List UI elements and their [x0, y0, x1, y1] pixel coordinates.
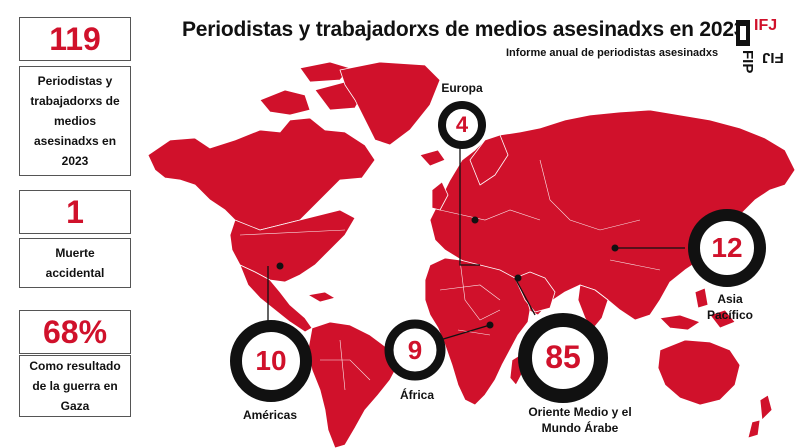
africa-value: 9 [407, 335, 423, 365]
south-america-shape [307, 321, 399, 448]
arabia-shape [514, 271, 556, 313]
oriente-medio-value: 85 [545, 339, 581, 375]
stat-gaza-value: 68% [19, 310, 131, 354]
stat-total-label: Periodistas y trabajadorxs de medios ase… [19, 66, 131, 176]
stat-gaza-label: Como resultado de la guerra en Gaza [19, 355, 131, 417]
africa-shape [424, 257, 531, 406]
asia-pacifico-label: Asia Pacífico [706, 292, 754, 322]
ifj-logo: IFJ FIP FIJ [732, 16, 790, 80]
stat-accidental-label: Muerte accidental [19, 238, 131, 288]
world-map [147, 61, 796, 448]
europa-value: 4 [455, 112, 469, 137]
page-subtitle: Informe anual de periodistas asesinadxs [506, 47, 719, 59]
oriente-medio-label: Oriente Medio y el Mundo Árabe [528, 405, 632, 435]
americas-label: Américas [242, 408, 298, 422]
north-america-shape [147, 117, 376, 241]
stat-total-value: 119 [19, 17, 131, 61]
ifj-emblem-icon [736, 20, 750, 46]
india-shape [577, 284, 609, 331]
africa-label: África [399, 388, 434, 402]
greenland-shape [339, 61, 441, 146]
uk-shape [431, 181, 449, 211]
logo-ifj-text: IFJ [754, 17, 778, 34]
stat-accidental-value: 1 [19, 190, 131, 234]
usa-shape [229, 209, 356, 283]
americas-value: 10 [255, 345, 287, 376]
australia-shape [657, 339, 741, 406]
europa-label: Europa [441, 81, 483, 95]
asia-pacifico-value: 12 [711, 232, 743, 263]
page-title: Periodistas y trabajadorxs de medios ase… [182, 18, 746, 41]
